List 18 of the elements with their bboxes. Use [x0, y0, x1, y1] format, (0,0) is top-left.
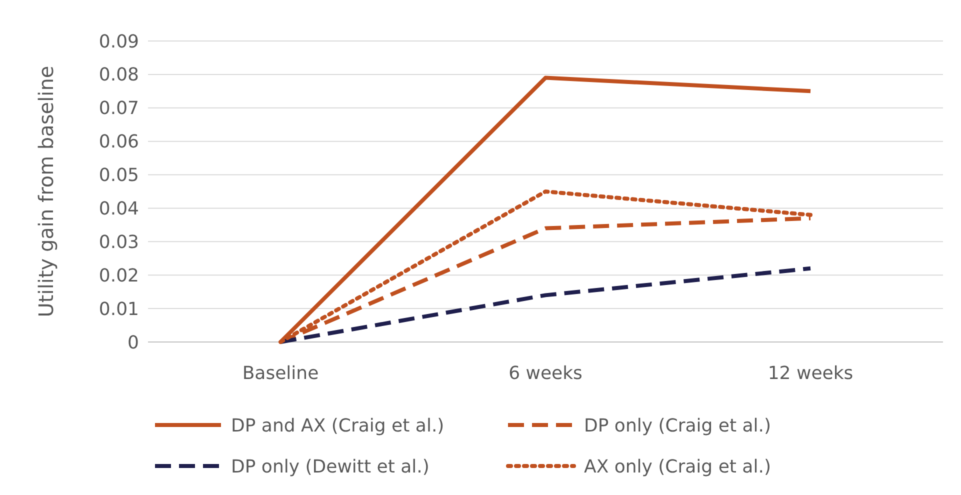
- legend-label: AX only (Craig et al.): [584, 456, 771, 478]
- y-tick-label: 0: [128, 332, 139, 354]
- y-tick-label: 0.08: [98, 64, 139, 86]
- y-tick-label: 0.01: [98, 298, 139, 320]
- y-tick-label: 0.05: [98, 165, 139, 186]
- x-tick-label: 12 weeks: [768, 363, 854, 384]
- y-tick-label: 0.09: [98, 31, 139, 52]
- legend-label: DP only (Dewitt et al.): [231, 456, 430, 478]
- y-axis-title: Utility gain from baseline: [34, 66, 58, 318]
- x-tick-label: Baseline: [242, 363, 319, 384]
- y-tick-label: 0.04: [98, 198, 139, 220]
- y-tick-label: 0.07: [98, 98, 139, 120]
- legend-label: DP and AX (Craig et al.): [231, 415, 444, 436]
- legend-label: DP only (Craig et al.): [584, 415, 772, 436]
- x-tick-label: 6 weeks: [508, 363, 582, 384]
- y-tick-label: 0.02: [98, 265, 139, 286]
- y-tick-label: 0.06: [98, 132, 139, 153]
- y-tick-label: 0.03: [98, 232, 139, 253]
